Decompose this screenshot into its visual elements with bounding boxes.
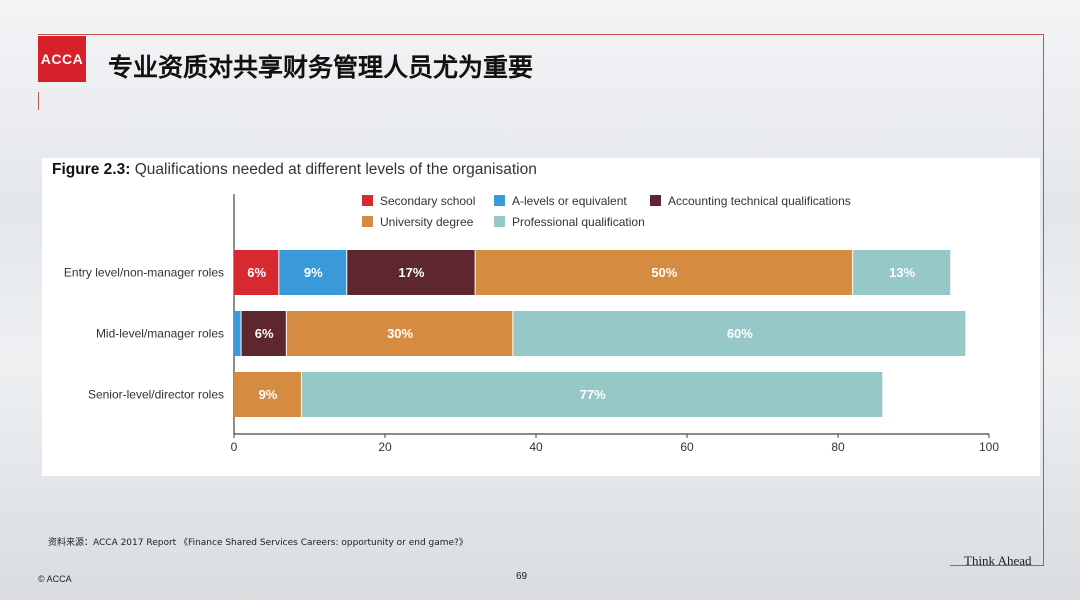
bar-segment [241, 311, 286, 356]
figure-title: Figure 2.3: Qualifications needed at dif… [52, 161, 537, 179]
bar-value-label: 30% [387, 326, 413, 341]
source-note: 资料来源：ACCA 2017 Report 《Finance Shared Se… [48, 538, 468, 548]
legend-label: Professional qualification [512, 215, 645, 229]
category-label: Mid-level/manager roles [96, 327, 224, 341]
bar-value-label: 60% [727, 326, 753, 341]
legend-swatch [494, 216, 505, 227]
legend-label: University degree [380, 215, 474, 229]
slide-frame [38, 34, 1044, 566]
bar-segment [347, 250, 475, 295]
bar-segment [853, 250, 951, 295]
bar-segment [475, 250, 853, 295]
bar-value-label: 77% [580, 387, 606, 402]
slide-title: 专业资质对共享财务管理人员尤为重要 [108, 53, 534, 82]
bar-segment [279, 250, 347, 295]
bar-segment [234, 311, 241, 356]
figure-caption: Qualifications needed at different level… [134, 161, 537, 178]
frame-accent-bottom [950, 565, 1044, 566]
frame-accent-left [38, 92, 39, 110]
bar-value-label: 6% [255, 326, 274, 341]
tagline: Think Ahead [964, 553, 1032, 568]
bar-segment [286, 311, 513, 356]
category-label: Senior-level/director roles [88, 388, 224, 402]
bar-value-label: 13% [889, 265, 915, 280]
x-tick-label: 80 [831, 440, 845, 454]
bar-value-label: 50% [651, 265, 677, 280]
bar-segment [301, 372, 883, 417]
bar-value-label: 9% [259, 387, 278, 402]
stacked-bar-chart: 0 20 40 60 80 100 Secondary school A-levels or … [64, 194, 999, 454]
bar-segment [234, 372, 301, 417]
figure-label: Figure 2.3: [52, 161, 131, 178]
legend-label: Accounting technical qualifications [668, 194, 851, 208]
x-tick-label: 40 [529, 440, 543, 454]
x-tick-label: 60 [680, 440, 694, 454]
legend-swatch [362, 216, 373, 227]
acca-logo: ACCA [38, 36, 86, 82]
bar-value-label: 17% [398, 265, 424, 280]
bar-segment [513, 311, 966, 356]
copyright: © ACCA [38, 574, 72, 584]
legend-swatch [362, 195, 373, 206]
x-tick-label: 20 [378, 440, 392, 454]
category-label: Entry level/non-manager roles [64, 266, 224, 280]
legend-label: A-levels or equivalent [512, 194, 627, 208]
logo-text: ACCA [40, 51, 84, 67]
page-number: 69 [516, 571, 528, 582]
bar-segment [234, 250, 279, 295]
legend-swatch [494, 195, 505, 206]
bar-value-label: 9% [304, 265, 323, 280]
x-tick-label: 0 [231, 440, 238, 454]
legend-swatch [650, 195, 661, 206]
x-tick-label: 100 [979, 440, 999, 454]
bar-value-label: 6% [247, 265, 266, 280]
chart-panel: Figure 2.3: Qualifications needed at dif… [42, 158, 1040, 476]
legend-label: Secondary school [380, 194, 475, 208]
